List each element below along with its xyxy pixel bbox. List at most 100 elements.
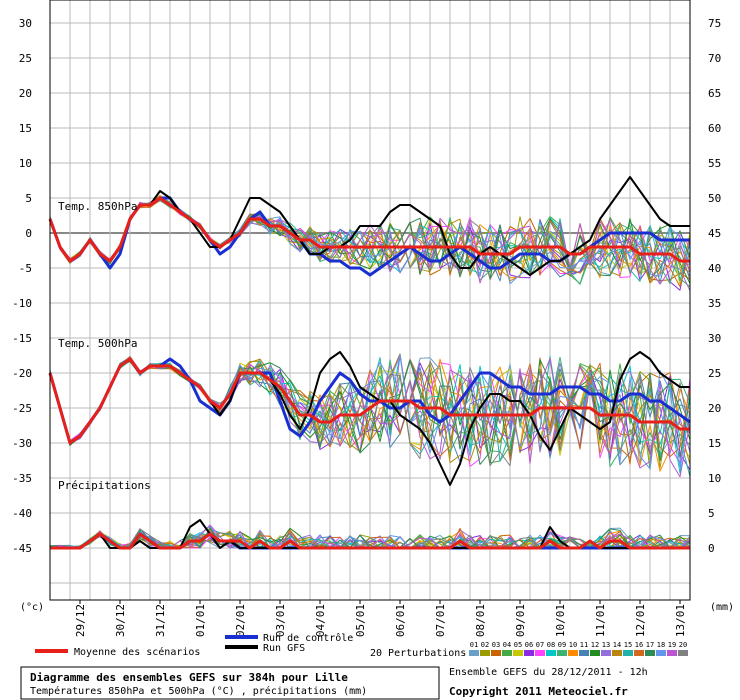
series-layer <box>48 176 691 550</box>
perturbation-id-label: 12 <box>591 641 599 649</box>
perturbation-swatch <box>568 650 578 656</box>
right-tick-label: 40 <box>708 262 721 275</box>
perturbation-id-label: 05 <box>514 641 522 649</box>
section-label-500: Temp. 500hPa <box>58 337 137 350</box>
perturbation-swatch <box>601 650 611 656</box>
perturbation-id-label: 11 <box>580 641 588 649</box>
x-tick-label: 31/12 <box>154 604 167 637</box>
perturbation-id-label: 09 <box>558 641 566 649</box>
perturbation-id-label: 18 <box>657 641 665 649</box>
run-info: Ensemble GEFS du 28/12/2011 - 12h <box>449 667 648 678</box>
x-tick-label: 30/12 <box>114 604 127 637</box>
t500-perturbation-line <box>49 355 691 462</box>
left-unit-label: (°c) <box>20 602 44 613</box>
t850-gfs-line <box>49 176 690 276</box>
right-tick-label: 30 <box>708 332 721 345</box>
perturbation-legend: 01 02 03 04 05 06 07 08 09 10 11 12 13 14 15 16 17 18 19 20 <box>469 641 688 656</box>
x-tick-label: 01/01 <box>194 604 207 637</box>
left-tick-label: -25 <box>12 402 32 415</box>
perturbation-swatch <box>546 650 556 656</box>
x-tick-label: 13/01 <box>674 604 687 637</box>
perturbation-swatch <box>491 650 501 656</box>
perturbation-swatch <box>667 650 677 656</box>
chart-title: Diagramme des ensembles GEFS sur 384h po… <box>30 671 348 684</box>
perturbation-swatch <box>524 650 534 656</box>
x-tick-label: 11/01 <box>594 604 607 637</box>
right-tick-label: 5 <box>708 507 715 520</box>
left-tick-label: -40 <box>12 507 32 520</box>
perturbation-swatch <box>579 650 589 656</box>
t850-perturbation-line <box>49 199 691 288</box>
legend-mean-label: Moyenne des scénarios <box>74 646 200 658</box>
perturbation-swatch <box>502 650 512 656</box>
grid <box>50 0 690 600</box>
right-tick-label: 70 <box>708 52 721 65</box>
left-tick-label: 25 <box>19 52 32 65</box>
perturbation-id-label: 17 <box>646 641 654 649</box>
perturbation-swatch <box>634 650 644 656</box>
perturbation-id-label: 07 <box>536 641 544 649</box>
copyright: Copyright 2011 Meteociel.fr <box>449 685 628 698</box>
left-tick-label: 20 <box>19 87 32 100</box>
perturbation-swatch <box>645 650 655 656</box>
perturbation-id-label: 03 <box>492 641 500 649</box>
right-unit-label: (mm) <box>710 602 734 613</box>
right-tick-label: 0 <box>708 542 715 555</box>
perturbation-swatch <box>678 650 688 656</box>
right-tick-label: 60 <box>708 122 721 135</box>
perturbation-id-label: 16 <box>635 641 643 649</box>
x-tick-label: 05/01 <box>354 604 367 637</box>
perturbation-swatch <box>612 650 622 656</box>
perturbation-swatch <box>557 650 567 656</box>
perturbation-swatch <box>590 650 600 656</box>
t850-mean-line <box>48 196 690 263</box>
perturbation-swatch <box>656 650 666 656</box>
perturbation-id-label: 10 <box>569 641 577 649</box>
perturbation-swatch <box>480 650 490 656</box>
x-tick-label: 29/12 <box>74 604 87 637</box>
x-tick-label: 04/01 <box>314 604 327 637</box>
perturbation-id-label: 08 <box>547 641 555 649</box>
right-tick-label: 55 <box>708 157 721 170</box>
left-tick-label: -35 <box>12 472 32 485</box>
left-tick-label: 30 <box>19 17 32 30</box>
x-axis-ticks: 29/12 30/12 31/12 01/01 02/01 03/01 04/01 05/01… <box>74 600 687 637</box>
perturbation-swatch <box>469 650 479 656</box>
perturbation-id-label: 02 <box>481 641 489 649</box>
x-tick-label: 02/01 <box>234 604 247 637</box>
perturbation-id-label: 01 <box>470 641 478 649</box>
perturbation-id-label: 06 <box>525 641 533 649</box>
perturbation-id-label: 20 <box>679 641 687 649</box>
right-tick-label: 45 <box>708 227 721 240</box>
perturbation-swatch <box>513 650 523 656</box>
right-tick-label: 20 <box>708 402 721 415</box>
perturbation-id-label: 04 <box>503 641 511 649</box>
legend-gfs-label: Run GFS <box>263 643 305 654</box>
right-tick-label: 10 <box>708 472 721 485</box>
left-tick-label: -20 <box>12 367 32 380</box>
x-tick-label: 06/01 <box>394 604 407 637</box>
perturbation-id-label: 14 <box>613 641 621 649</box>
left-tick-label: -15 <box>12 332 32 345</box>
x-tick-label: 07/01 <box>434 604 447 637</box>
left-tick-label: -5 <box>19 262 32 275</box>
left-tick-label: -45 <box>12 542 32 555</box>
section-label-850: Temp. 850hPa <box>58 200 137 213</box>
chart-subtitle: Températures 850hPa et 500hPa (°C) , pré… <box>30 685 367 697</box>
x-tick-label: 08/01 <box>474 604 487 637</box>
perturbation-id-label: 19 <box>668 641 676 649</box>
t500-mean-line <box>48 357 690 445</box>
perturbation-id-label: 15 <box>624 641 632 649</box>
x-tick-label: 12/01 <box>634 604 647 637</box>
left-tick-label: 10 <box>19 157 32 170</box>
title-box <box>20 666 440 700</box>
legend-perturbations-label: 20 Perturbations <box>370 648 466 659</box>
x-tick-label: 03/01 <box>274 604 287 637</box>
plot-frame <box>49 0 691 601</box>
x-tick-label: 10/01 <box>554 604 567 637</box>
precip-mean-line <box>50 532 690 550</box>
left-axis-ticks: 30 25 20 15 10 5 0 -5 -10 -15 -20 -25 -30 -35 -40 -45 <box>12 17 32 555</box>
perturbation-swatch <box>535 650 545 656</box>
